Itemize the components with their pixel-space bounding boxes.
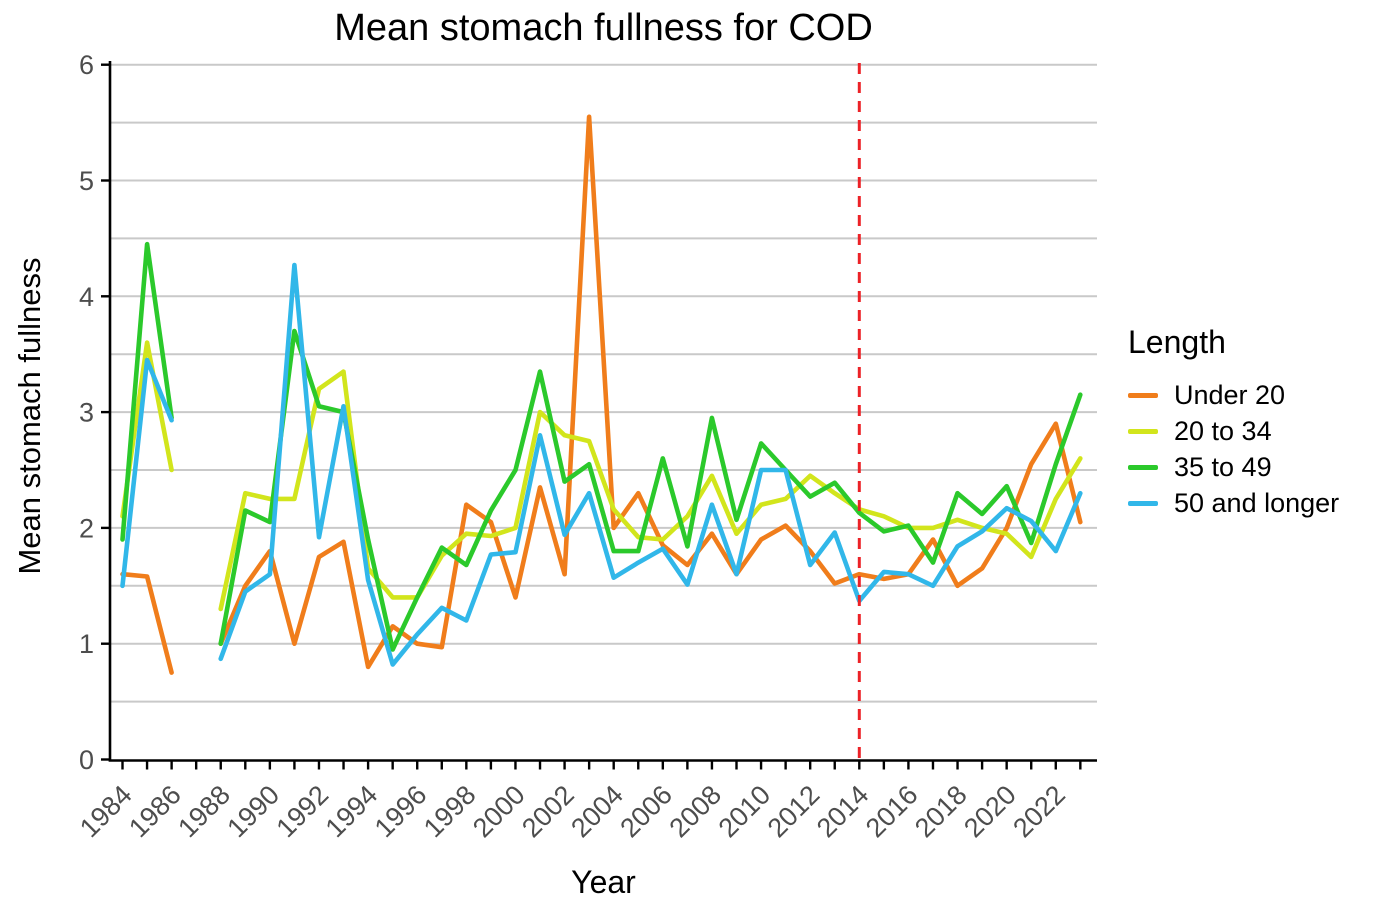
series-line-under-20 xyxy=(120,571,174,675)
legend-swatch-20-to-34-icon xyxy=(1128,428,1158,434)
legend-swatch-35-to-49-icon xyxy=(1128,464,1158,470)
x-tick-label: 2018 xyxy=(909,780,973,844)
legend-label: 20 to 34 xyxy=(1174,415,1272,446)
x-tick-label: 1984 xyxy=(74,780,138,844)
x-tick-label: 2006 xyxy=(614,780,678,844)
x-tick-label: 2010 xyxy=(713,780,777,844)
x-tick-label: 1996 xyxy=(369,780,433,844)
x-tick-label: 1992 xyxy=(271,780,335,844)
x-axis-title: Year xyxy=(571,864,636,900)
x-tick-label: 2020 xyxy=(958,780,1022,844)
legend-label: 50 and longer xyxy=(1174,487,1340,518)
chart-title: Mean stomach fullness for COD xyxy=(334,7,873,49)
x-tick-label: 2002 xyxy=(516,780,580,844)
x-tick-label: 2014 xyxy=(811,780,875,844)
y-axis-title: Mean stomach fullness xyxy=(12,257,47,575)
legend-swatch-50-and-longer-icon xyxy=(1128,500,1158,506)
y-tick-label: 1 xyxy=(79,629,94,659)
legend-item-20-to-34: 20 to 34 xyxy=(1128,413,1339,449)
legend-label: 35 to 49 xyxy=(1174,451,1272,482)
legend-swatch-under-20-icon xyxy=(1128,392,1158,398)
series-line-35-to-49 xyxy=(218,328,1083,652)
x-tick-label: 2008 xyxy=(663,780,727,844)
y-tick-label: 5 xyxy=(79,166,94,196)
x-tick-label: 2016 xyxy=(860,780,924,844)
x-tick-label: 2012 xyxy=(762,780,826,844)
series-line-50-and-longer xyxy=(218,262,1083,667)
legend-item-35-to-49: 35 to 49 xyxy=(1128,449,1339,485)
x-tick-label: 1994 xyxy=(320,780,384,844)
legend-item-under-20: Under 20 xyxy=(1128,377,1339,413)
series-line-50-and-longer xyxy=(120,357,174,589)
x-tick-label: 1988 xyxy=(172,780,236,844)
x-tick-label: 2022 xyxy=(1007,780,1071,844)
y-tick-label: 2 xyxy=(79,513,94,543)
x-tick-label: 2000 xyxy=(467,780,531,844)
series-line-under-20 xyxy=(218,114,1083,670)
x-tick-label: 1986 xyxy=(123,780,187,844)
y-tick-label: 6 xyxy=(79,50,94,80)
legend-title: Length xyxy=(1128,324,1226,360)
y-tick-label: 3 xyxy=(79,398,94,428)
y-tick-label: 4 xyxy=(79,282,94,312)
series-line-35-to-49 xyxy=(120,241,174,542)
x-tick-label: 1998 xyxy=(418,780,482,844)
legend-label: Under 20 xyxy=(1174,379,1286,410)
y-tick-label: 0 xyxy=(79,745,94,775)
x-tick-label: 2004 xyxy=(565,780,629,844)
x-tick-label: 1990 xyxy=(221,780,285,844)
legend: Length Under 20 20 to 34 35 to 49 50 and… xyxy=(1128,324,1339,521)
legend-item-50-and-longer: 50 and longer xyxy=(1128,485,1339,521)
